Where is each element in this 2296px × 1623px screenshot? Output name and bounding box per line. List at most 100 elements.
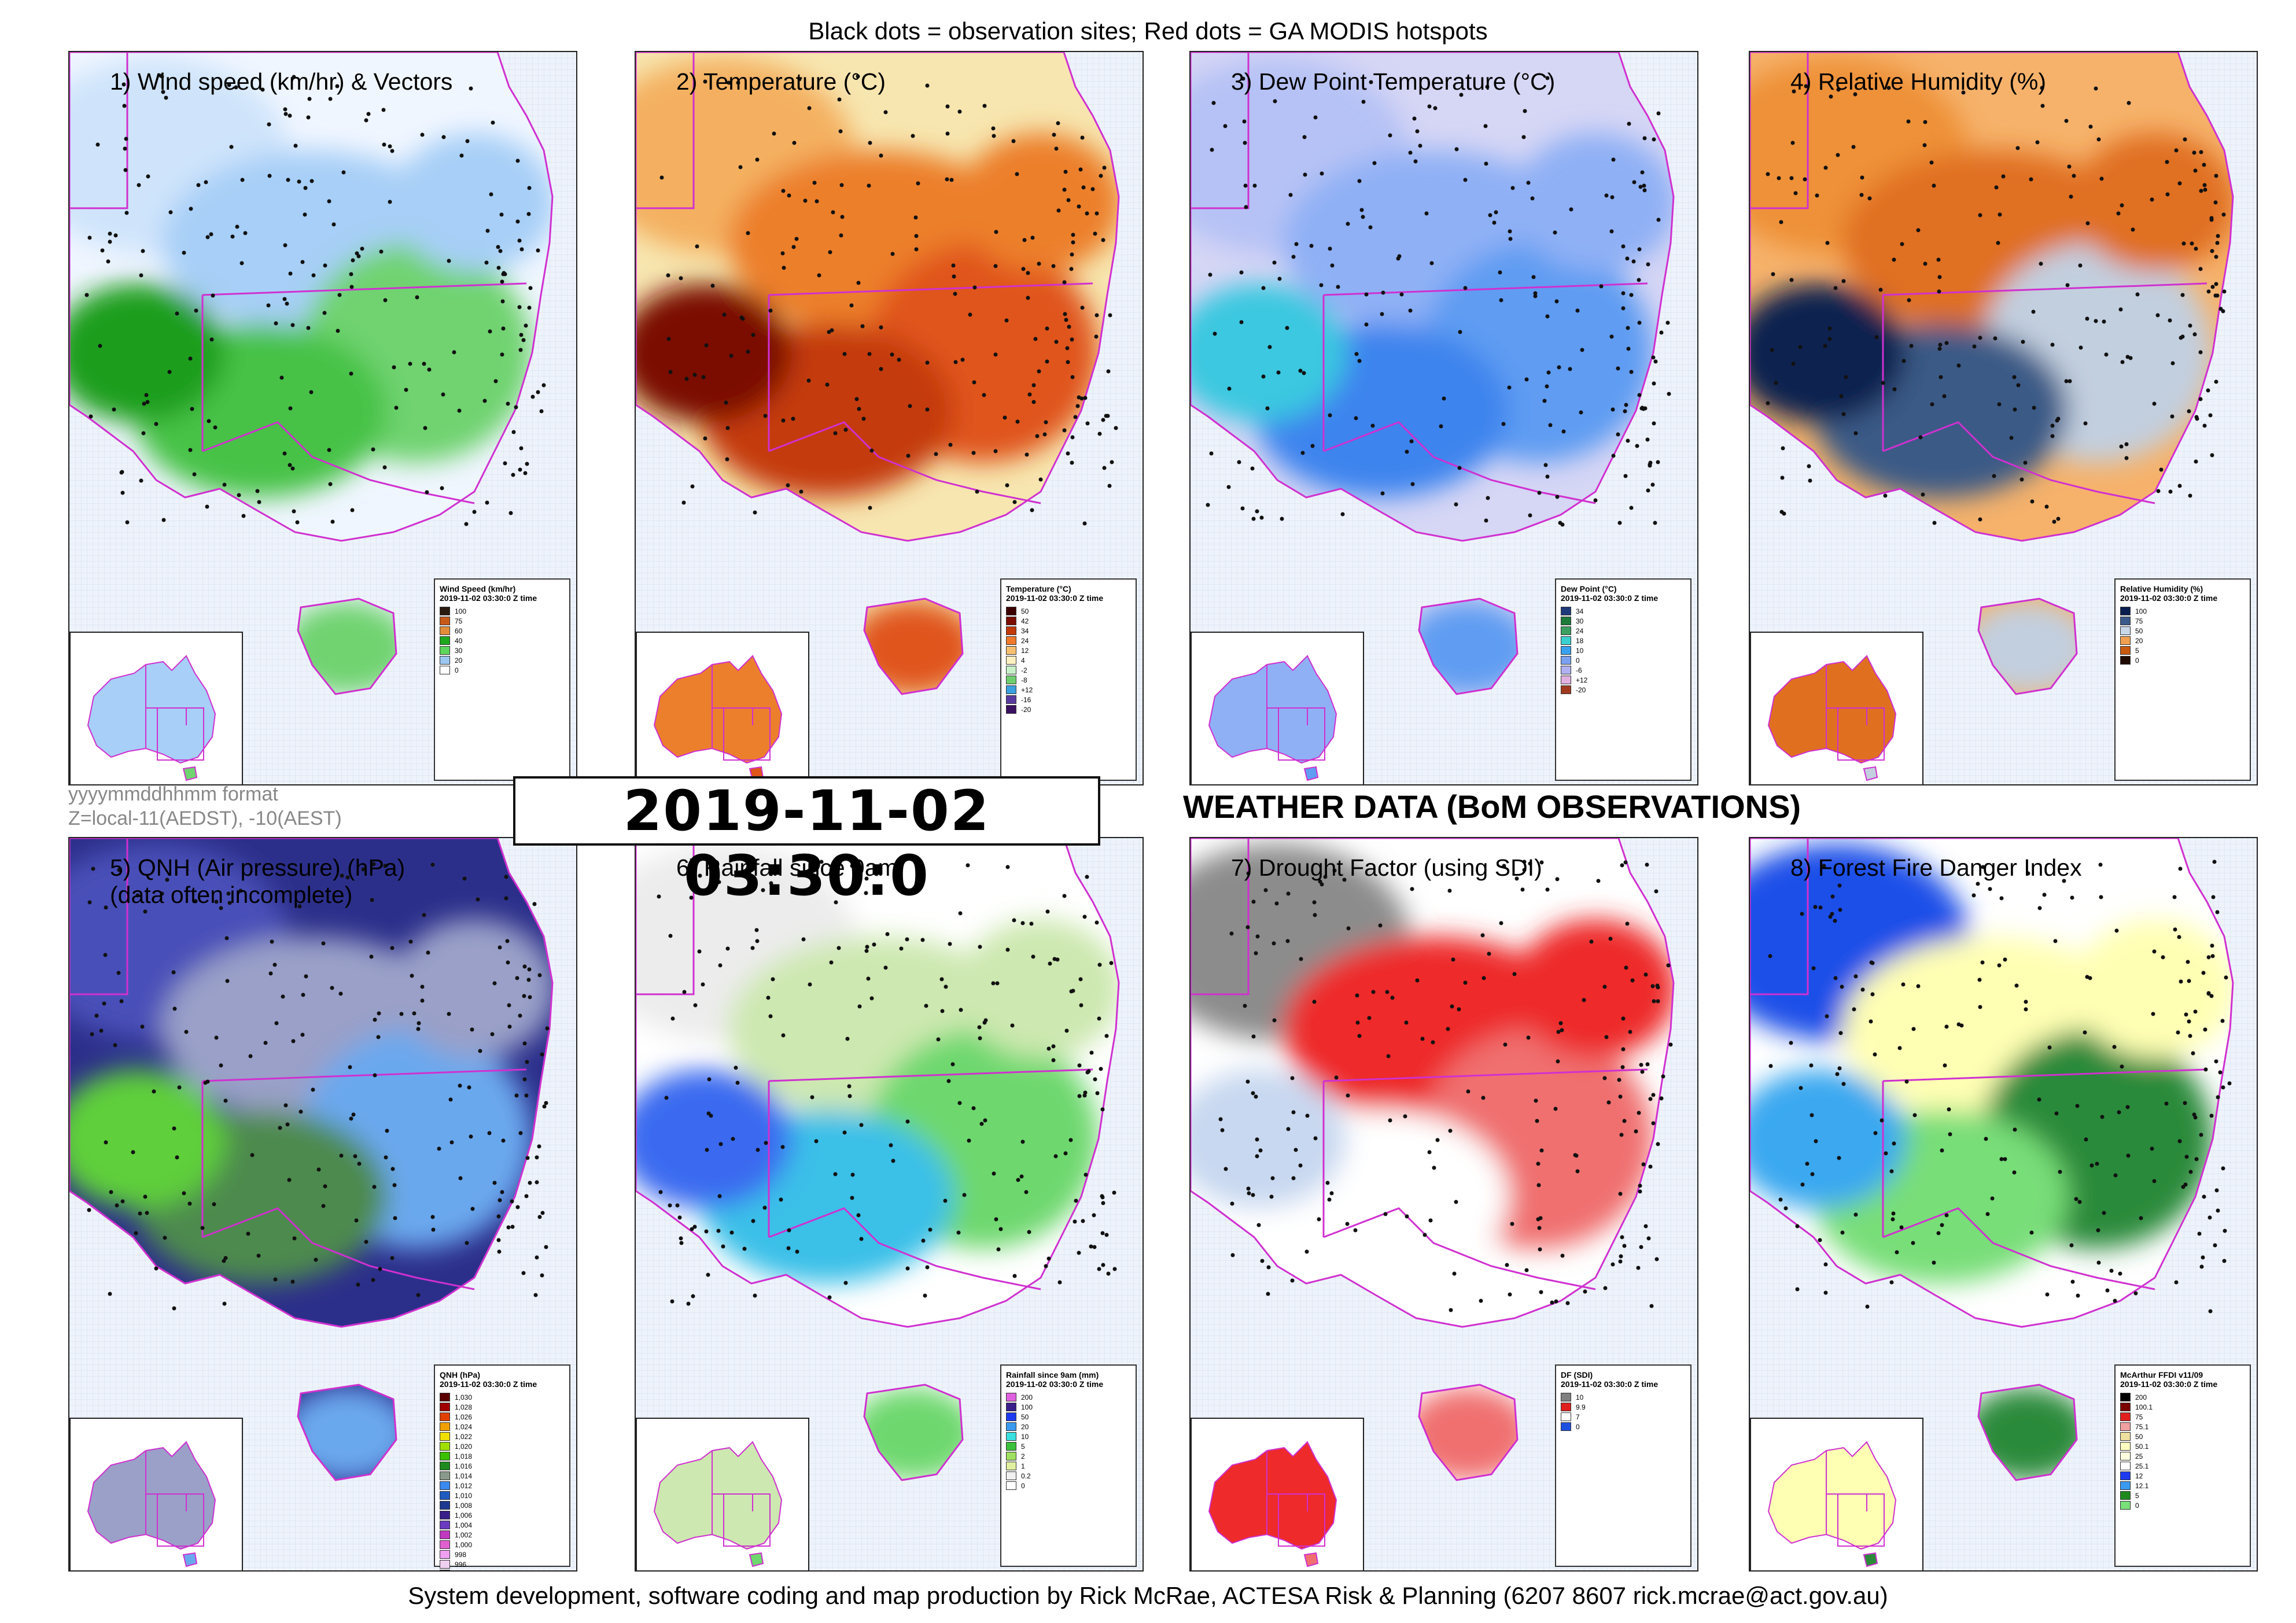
legend-swatch (2120, 1432, 2131, 1441)
legend-swatch (1561, 626, 1571, 635)
legend-swatch (1561, 1393, 1571, 1401)
legend-entry: 5 (2120, 1491, 2245, 1500)
legend-value: 1,004 (455, 1521, 473, 1529)
legend-swatch (1006, 607, 1016, 615)
coastline (69, 52, 554, 542)
legend-swatch (440, 1540, 450, 1549)
observation-note: Black dots = observation sites; Red dots… (808, 17, 1488, 45)
legend-entry: -16 (1006, 695, 1131, 704)
legend-entry: 0.2 (1006, 1471, 1131, 1481)
legend-entry: 24 (1006, 636, 1131, 645)
legend-value: 20 (2135, 636, 2143, 645)
legend-value: 10 (1576, 646, 1584, 655)
australia-inset-map (636, 1418, 809, 1570)
legend-entry: 1,012 (440, 1481, 565, 1491)
state-borders (1191, 838, 1648, 1290)
legend-entry: 1,028 (440, 1402, 565, 1412)
legend-entry: 0 (440, 665, 565, 675)
legend-entry: 100.1 (2120, 1402, 2245, 1412)
legend-value: 60 (455, 626, 463, 635)
legend-time: 2019-11-02 03:30:0 Z time (2120, 593, 2218, 603)
legend-entry: 2 (1006, 1451, 1131, 1461)
legend-swatch (440, 1393, 450, 1401)
legend-entry: 12.1 (2120, 1481, 2245, 1491)
legend-swatch (1561, 656, 1571, 665)
panel-title-line-1: 2) Temperature (°C) (676, 68, 886, 95)
legend-entry: +12 (1561, 675, 1686, 685)
legend-title: Temperature (°C) (1006, 584, 1071, 593)
legend-swatch (1561, 1412, 1571, 1421)
legend-entry: 200 (2120, 1392, 2245, 1402)
legend-entry: 50 (2120, 626, 2245, 636)
legend-swatch (440, 1501, 450, 1510)
coastline (1750, 52, 2234, 542)
legend-swatch (2120, 1393, 2131, 1401)
australia-inset-map (69, 632, 243, 784)
legend-title: QNH (hPa) (440, 1370, 480, 1379)
format-line-2: Z=local-11(AEDST), -10(AEST) (68, 807, 342, 829)
legend-entry: 75 (440, 616, 565, 626)
legend-swatch (440, 1432, 450, 1441)
legend-value: 5 (2135, 1491, 2139, 1500)
legend-entry: 1,026 (440, 1412, 565, 1422)
legend-value: 25 (2135, 1452, 2143, 1460)
panel-title-line-1: 6) Rainfall since 9am (676, 854, 898, 881)
legend-time: 2019-11-02 03:30:0 Z time (1006, 1379, 1104, 1389)
legend-value: 34 (1021, 626, 1029, 635)
legend-value: 1,010 (455, 1491, 473, 1500)
legend-value: 30 (1576, 617, 1584, 625)
legend-swatch (1006, 1442, 1016, 1451)
legend-swatch (440, 646, 450, 655)
tasmania-coastline (1977, 597, 2078, 695)
state-borders (69, 838, 527, 1290)
legend-swatch (1006, 705, 1016, 714)
legend-value: 50.1 (2135, 1442, 2149, 1451)
map-panel-6: 6) Rainfall since 9am Rainfall since 9am… (635, 837, 1144, 1572)
legend-entry: 996 (440, 1559, 565, 1569)
legend-value: 1,026 (455, 1412, 473, 1421)
legend-entry: 24 (1561, 626, 1686, 636)
field-layer (1191, 838, 1674, 1480)
australia-inset-map (1191, 1418, 1364, 1570)
legend-entry: 10 (1006, 1432, 1131, 1441)
legend-entry: 10 (1561, 645, 1686, 655)
legend-value: 200 (2135, 1393, 2147, 1401)
legend-swatch (440, 1481, 450, 1490)
legend-entry: 100 (1006, 1402, 1131, 1412)
legend-swatch (2120, 607, 2131, 615)
inset-svg (637, 633, 808, 784)
coastline (1191, 52, 1675, 542)
coastline (636, 838, 1120, 1328)
tasmania-coastline (863, 1384, 964, 1481)
panel-title: 6) Rainfall since 9am (676, 854, 898, 881)
legend-entry: 100 (2120, 606, 2245, 616)
map-legend: Temperature (°C) 2019-11-02 03:30:0 Z tim… (1000, 578, 1137, 781)
legend-swatch (440, 626, 450, 635)
legend-value: 996 (455, 1560, 467, 1569)
legend-value: 5 (1021, 1442, 1025, 1451)
legend-value: 1,022 (455, 1432, 473, 1441)
legend-entry: 40 (440, 636, 565, 645)
legend-value: 100 (1021, 1403, 1033, 1411)
legend-value: 20 (455, 656, 463, 665)
legend-value: 1,016 (455, 1462, 473, 1470)
legend-entry: 1,016 (440, 1461, 565, 1471)
legend-time: 2019-11-02 03:30:0 Z time (1006, 593, 1104, 603)
legend-entry: 10 (1561, 1392, 1686, 1402)
tasmania-coastline (1418, 597, 1519, 695)
legend-swatch (440, 617, 450, 625)
legend-value: 1 (1021, 1462, 1025, 1470)
legend-swatch (2120, 626, 2131, 635)
map-panel-4: 4) Relative Humidity (%) Relative Humidi… (1749, 51, 2258, 785)
legend-value: 10 (1576, 1393, 1584, 1401)
legend-value: 1,024 (455, 1422, 473, 1431)
legend-swatch (440, 1521, 450, 1529)
legend-entry: 30 (440, 645, 565, 655)
legend-swatch (1561, 685, 1571, 694)
legend-swatch (2120, 1442, 2131, 1451)
legend-value: 1,006 (455, 1511, 473, 1519)
legend-time: 2019-11-02 03:30:0 Z time (440, 593, 537, 603)
legend-entry: 1,014 (440, 1471, 565, 1481)
legend-swatch (1006, 1452, 1016, 1460)
map-legend: McArthur FFDI v11/09 2019-11-02 03:30:0 Z… (2114, 1364, 2251, 1567)
